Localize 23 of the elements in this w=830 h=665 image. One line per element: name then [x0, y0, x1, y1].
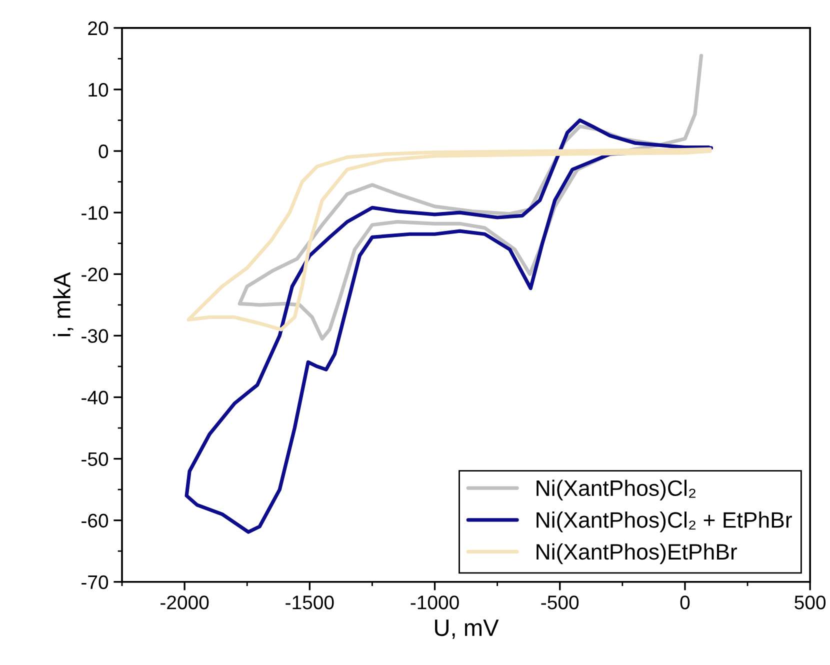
x-axis-title: U, mV — [435, 620, 499, 639]
y-tick-label: -70 — [82, 575, 108, 590]
y-tick-label: -10 — [82, 206, 108, 220]
y-tick-label: -20 — [82, 268, 108, 282]
y-tick-label: -60 — [82, 514, 108, 528]
y-tick-label: -30 — [82, 329, 108, 343]
x-tick-label: 500 — [794, 596, 826, 610]
y-tick-label: 10 — [88, 82, 108, 97]
y-axis-title: i, mkA — [53, 272, 74, 336]
legend-label: Ni(XantPhos)Cl₂ + EtPhBr — [536, 512, 792, 532]
x-tick-label: -2000 — [160, 596, 209, 610]
line-series — [184, 118, 714, 534]
legend-label: Ni(XantPhos)Cl₂ — [536, 480, 696, 500]
x-tick-label: 0 — [680, 596, 690, 610]
y-tick-label: 0 — [98, 144, 108, 158]
y-tick-label: -50 — [82, 452, 108, 466]
legend-label: Ni(XantPhos)EtPhBr — [536, 543, 737, 564]
x-tick-label: -1500 — [286, 596, 334, 610]
line-series — [186, 147, 712, 332]
y-tick-label: -40 — [82, 390, 108, 404]
y-tick-label: 20 — [88, 21, 108, 36]
x-tick-label: -1000 — [410, 596, 459, 610]
x-tick-label: -500 — [541, 596, 579, 610]
